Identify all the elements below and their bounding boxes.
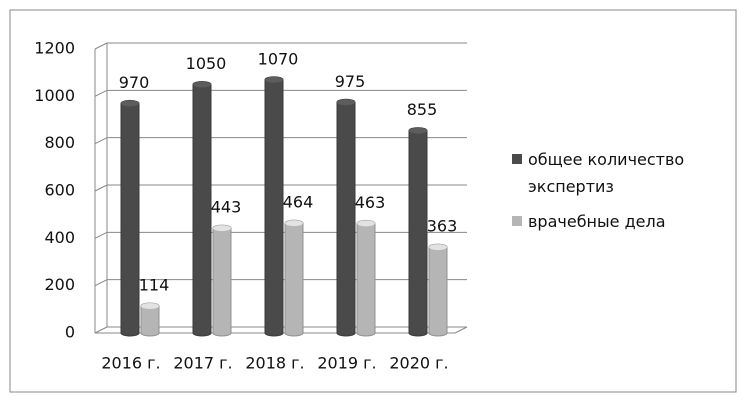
- x-tick-label: 2017 г.: [173, 354, 232, 373]
- value-label: 855: [407, 100, 438, 119]
- legend: общее количество экспертиз врачебные дела: [512, 146, 712, 243]
- x-tick-label: 2020 г.: [389, 354, 448, 373]
- value-label: 1050: [186, 54, 227, 73]
- legend-item: врачебные дела: [512, 208, 712, 235]
- legend-label: общее количество экспертиз: [528, 150, 685, 196]
- bar-cap: [121, 100, 139, 107]
- grid-line: [94, 89, 108, 97]
- value-label: 1070: [258, 49, 299, 68]
- legend-swatch: [512, 154, 522, 164]
- bar: [356, 219, 376, 337]
- value-label: 114: [139, 276, 170, 295]
- y-tick-label: 600: [44, 181, 75, 200]
- bar: [120, 99, 140, 337]
- x-tick-label: 2016 г.: [101, 354, 160, 373]
- value-label: 970: [119, 73, 150, 92]
- grid-line: [94, 326, 108, 334]
- y-tick-label: 200: [44, 275, 75, 294]
- bar-cap: [285, 220, 303, 227]
- bar: [284, 219, 304, 337]
- grid-line: [94, 184, 108, 192]
- y-tick-label: 800: [44, 133, 75, 152]
- grid-line: [94, 42, 108, 50]
- y-tick-label: 1200: [34, 39, 75, 58]
- x-tick-label: 2018 г.: [245, 354, 304, 373]
- bar: [336, 98, 356, 337]
- bar-cap: [357, 220, 375, 227]
- y-tick-label: 400: [44, 228, 75, 247]
- grid-line: [94, 137, 108, 145]
- bar: [428, 243, 448, 337]
- value-label: 463: [355, 193, 386, 212]
- bar-cap: [213, 225, 231, 232]
- bar-cap: [141, 303, 159, 310]
- grid-line: [94, 279, 108, 287]
- y-tick-label: 1000: [34, 86, 75, 105]
- bar: [264, 76, 284, 337]
- value-label: 464: [283, 193, 314, 212]
- legend-swatch: [512, 216, 522, 226]
- floor-edge: [454, 326, 468, 334]
- bar-cap: [265, 76, 283, 83]
- bar: [408, 127, 428, 337]
- x-tick-label: 2019 г.: [317, 354, 376, 373]
- value-label: 363: [427, 217, 458, 236]
- y-tick-label: 0: [65, 323, 75, 342]
- bar: [192, 81, 212, 337]
- bar-cap: [429, 244, 447, 251]
- bar-cap: [337, 99, 355, 106]
- bar: [212, 224, 232, 337]
- legend-label: врачебные дела: [528, 212, 666, 231]
- value-label: 443: [211, 198, 242, 217]
- grid-line: [94, 231, 108, 239]
- value-label: 975: [335, 72, 366, 91]
- bar-cap: [193, 81, 211, 88]
- bar-cap: [409, 127, 427, 134]
- legend-item: общее количество экспертиз: [512, 146, 712, 200]
